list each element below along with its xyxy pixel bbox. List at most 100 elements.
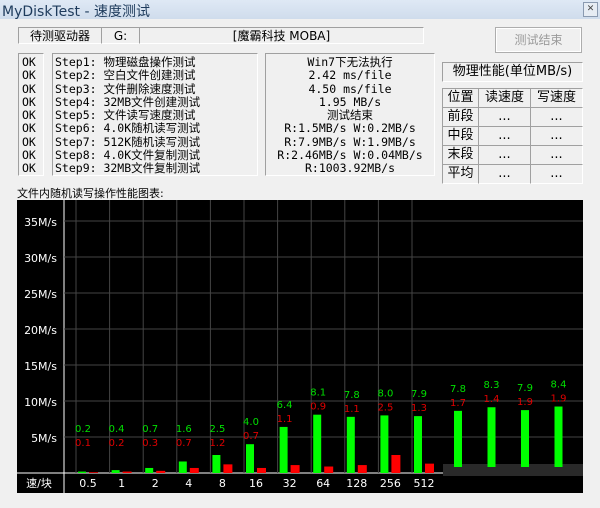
- y-tick-label: 5M/s: [31, 432, 57, 445]
- physical-pos-cell: 前段: [442, 107, 479, 127]
- x-tick-label: 64: [316, 477, 330, 490]
- physical-read-cell: ...: [478, 145, 531, 165]
- write-value-label: 0.3: [142, 438, 158, 449]
- step-result: R:7.9MB/s W:1.9MB/s: [284, 134, 416, 149]
- step-status: OK: [22, 108, 36, 123]
- chart-label: 文件内随机读写操作性能图表:: [17, 187, 164, 200]
- y-tick-label: 30M/s: [24, 252, 57, 265]
- x-axis-label: 速/块: [26, 477, 52, 490]
- read-bar: [346, 416, 355, 473]
- x-tick-label: 512: [414, 477, 435, 490]
- x-tick-label: 256: [380, 477, 401, 490]
- write-bar: [257, 467, 266, 473]
- step-status: OK: [22, 121, 36, 136]
- write-value-label: 1.3: [411, 403, 427, 414]
- read-value-label: 1.6: [176, 424, 192, 435]
- read-bar: [212, 455, 221, 473]
- write-value-label: 1.1: [277, 414, 293, 425]
- read-value-label: 7.8: [344, 390, 360, 401]
- physical-write-cell: ...: [530, 126, 583, 146]
- write-value-label: 1.9: [517, 397, 533, 408]
- step-name: Step9: 32MB文件复制测试: [55, 161, 201, 176]
- x-tick-label: 32: [283, 477, 297, 490]
- physical-read-cell: ...: [478, 126, 531, 146]
- write-bar: [156, 470, 166, 473]
- read-value-label: 0.2: [75, 424, 91, 435]
- write-value-label: 1.7: [450, 398, 466, 409]
- write-bar: [223, 464, 233, 473]
- x-tick-label: 0.5: [79, 477, 97, 490]
- x-tick-label: 4: [185, 477, 192, 490]
- read-value-label: 0.7: [142, 424, 158, 435]
- step-result: 测试结束: [327, 108, 373, 123]
- y-tick-label: 35M/s: [24, 216, 57, 229]
- read-bar: [487, 407, 496, 467]
- read-value-label: 7.8: [450, 384, 466, 395]
- read-bar: [279, 426, 288, 473]
- write-value-label: 1.9: [551, 394, 567, 405]
- step-result: Win7下无法执行: [307, 55, 393, 69]
- write-value-label: 2.5: [377, 402, 393, 413]
- write-bar: [425, 463, 434, 473]
- step-name: Step8: 4.0K文件复制测试: [55, 148, 201, 163]
- step-status: OK: [22, 134, 36, 149]
- step-status: OK: [22, 81, 36, 96]
- physical-write-cell: ...: [530, 164, 583, 184]
- step-status: OK: [22, 148, 36, 163]
- write-value-label: 1.1: [344, 404, 360, 415]
- y-tick-label: 10M/s: [24, 396, 57, 409]
- step-status: OK: [22, 68, 36, 83]
- physical-read-cell: ...: [478, 164, 531, 184]
- x-tick-label: 8: [219, 477, 226, 490]
- step-status: OK: [22, 161, 36, 176]
- end-test-button[interactable]: 测试结束: [495, 27, 582, 53]
- step-result: R:1003.92MB/s: [304, 161, 395, 176]
- physical-header: 读速度: [478, 88, 531, 108]
- write-bar: [324, 466, 334, 473]
- read-bar: [521, 410, 529, 467]
- y-tick-label: 20M/s: [24, 324, 57, 337]
- read-value-label: 0.4: [109, 424, 125, 435]
- write-value-label: 1.2: [209, 438, 225, 449]
- y-tick-label: 25M/s: [24, 288, 57, 301]
- step-result: 1.95 MB/s: [318, 94, 382, 109]
- read-value-label: 8.0: [377, 388, 393, 399]
- step-status: OK: [22, 94, 36, 109]
- status-list: OK OK OK OK OK OK OK OK OK: [18, 53, 44, 176]
- write-value-label: 0.1: [75, 438, 91, 449]
- write-value-label: 1.4: [484, 394, 500, 405]
- x-tick-label: 16: [249, 477, 263, 490]
- step-list: Step1: 物理磁盘操作测试 Step2: 空白文件创建测试 Step3: 文件删…: [52, 53, 258, 176]
- write-bar: [122, 471, 132, 473]
- read-value-label: 8.1: [310, 388, 326, 399]
- read-value-label: 8.3: [484, 380, 500, 391]
- read-bar: [313, 414, 322, 473]
- read-value-label: 7.9: [517, 383, 533, 394]
- overlay-band: [443, 464, 583, 476]
- read-bar: [145, 467, 154, 473]
- step-status: OK: [22, 55, 36, 69]
- read-bar: [178, 461, 187, 473]
- physical-header: 位置: [442, 88, 479, 108]
- physical-pos-cell: 中段: [442, 126, 479, 146]
- result-list: Win7下无法执行 2.42 ms/file 4.50 ms/file 1.95 MB…: [265, 53, 435, 176]
- read-bar: [78, 471, 86, 473]
- step-name: Step6: 4.0K随机读写测试: [55, 121, 201, 136]
- write-bar: [89, 472, 98, 473]
- read-bar: [246, 444, 254, 473]
- step-result: R:2.46MB/s W:0.04MB/s: [277, 148, 423, 163]
- x-tick-label: 2: [152, 477, 159, 490]
- write-bar: [391, 455, 401, 473]
- physical-pos-cell: 平均: [442, 164, 479, 184]
- write-bar: [189, 467, 199, 473]
- write-value-label: 0.9: [310, 402, 326, 413]
- read-bar: [414, 416, 422, 473]
- write-bar: [357, 465, 367, 473]
- read-value-label: 2.5: [209, 424, 225, 435]
- close-icon[interactable]: ✕: [583, 2, 598, 17]
- drive-letter: G:: [101, 27, 140, 44]
- step-result: 4.50 ms/file: [308, 81, 392, 96]
- step-name: Step1: 物理磁盘操作测试: [55, 55, 196, 69]
- step-name: Step5: 文件读写速度测试: [55, 108, 196, 123]
- step-result: R:1.5MB/s W:0.2MB/s: [284, 121, 416, 136]
